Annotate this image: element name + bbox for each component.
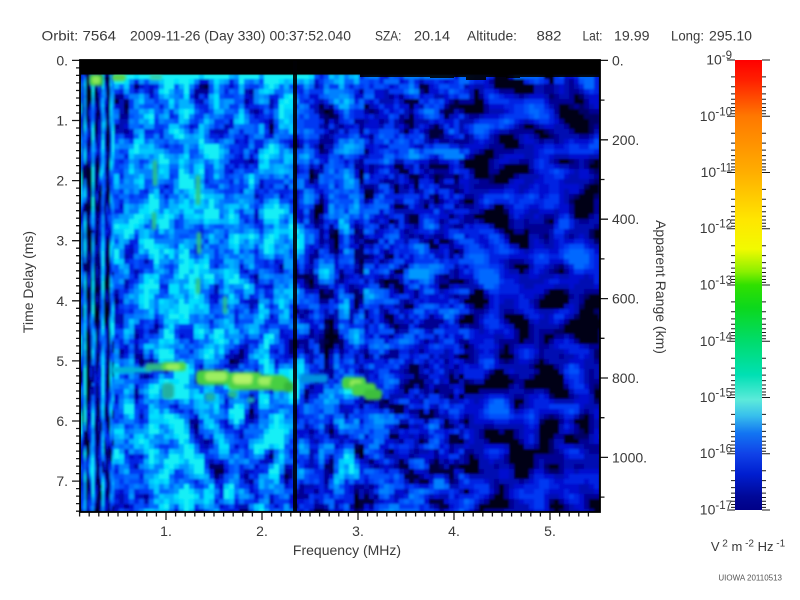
svg-text:2009-11-26 (Day 330) 00:37:52.: 2009-11-26 (Day 330) 00:37:52.040 <box>130 28 351 44</box>
svg-text:19.99: 19.99 <box>614 28 650 44</box>
svg-text:4.: 4. <box>56 293 68 309</box>
svg-text:295.10: 295.10 <box>709 28 752 44</box>
svg-text:1.: 1. <box>56 113 68 129</box>
svg-text:1.: 1. <box>160 523 172 539</box>
svg-text:Time Delay (ms): Time Delay (ms) <box>20 231 36 333</box>
svg-text:3.: 3. <box>352 523 364 539</box>
svg-text:7.: 7. <box>56 473 68 489</box>
svg-text:800.: 800. <box>612 370 639 386</box>
svg-text:Altitude:: Altitude: <box>467 28 517 44</box>
svg-text:Apparent Range (km): Apparent Range (km) <box>653 220 669 354</box>
svg-text:6.: 6. <box>56 413 68 429</box>
svg-text:0.: 0. <box>56 52 68 68</box>
svg-text:3.: 3. <box>56 233 68 249</box>
svg-text:Orbit: 7564: Orbit: 7564 <box>42 28 117 44</box>
svg-text:Long:: Long: <box>671 28 704 44</box>
svg-text:SZA:: SZA: <box>375 28 402 44</box>
svg-text:Lat:: Lat: <box>583 28 603 44</box>
svg-text:0.: 0. <box>612 52 624 68</box>
svg-text:882: 882 <box>537 28 562 44</box>
svg-text:600.: 600. <box>612 291 639 307</box>
svg-text:1000.: 1000. <box>612 449 647 465</box>
svg-text:400.: 400. <box>612 211 639 227</box>
svg-text:V 2 m -2 Hz -1: V 2 m -2 Hz -1 <box>711 539 786 555</box>
svg-text:2.: 2. <box>256 523 268 539</box>
svg-text:20.14: 20.14 <box>414 28 450 44</box>
svg-text:5.: 5. <box>56 353 68 369</box>
svg-text:4.: 4. <box>448 523 460 539</box>
svg-text:2.: 2. <box>56 173 68 189</box>
svg-text:10-14: 10-14 <box>700 331 733 349</box>
svg-text:Frequency (MHz): Frequency (MHz) <box>293 542 401 558</box>
svg-text:UIOWA 20110513: UIOWA 20110513 <box>718 574 782 583</box>
svg-text:200.: 200. <box>612 132 639 148</box>
svg-text:5.: 5. <box>544 523 556 539</box>
